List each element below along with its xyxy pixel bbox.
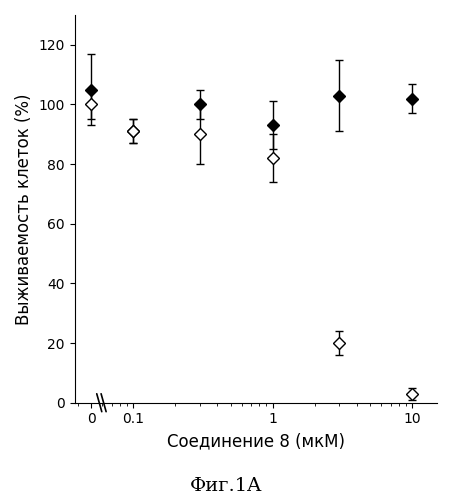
X-axis label: Соединение 8 (мкМ): Соединение 8 (мкМ) xyxy=(166,432,344,450)
Y-axis label: Выживаемость клеток (%): Выживаемость клеток (%) xyxy=(15,93,33,324)
Text: Фиг.1A: Фиг.1A xyxy=(189,477,262,495)
